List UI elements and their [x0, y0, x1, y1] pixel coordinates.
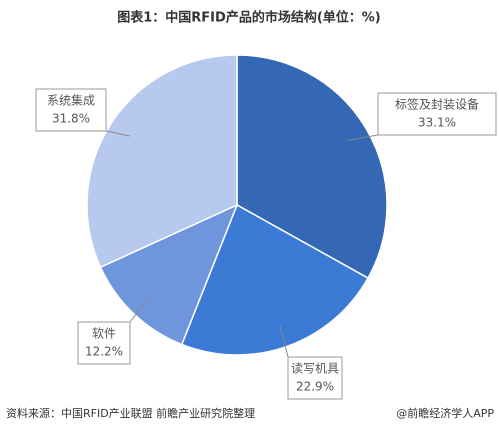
slice-label: 读写机具 [291, 362, 339, 376]
label-box [35, 88, 107, 132]
pie: 标签及封装设备 33.1% 读写机具 22.9% 软件 12.2% 系统集成 31.8% [35, 54, 497, 400]
pie-slice [180, 203, 370, 356]
pie-slice [99, 203, 239, 346]
label-box [377, 92, 497, 136]
leader-line [105, 130, 130, 137]
brand: @前瞻经济学人APP [396, 406, 494, 420]
chart-title: 图表1：中国RFID产品的市场结构(单位：%) [117, 10, 380, 26]
value-label: 31.8% [52, 112, 90, 126]
value-label: 12.2% [85, 345, 123, 359]
pie-slice [236, 54, 388, 280]
value-label: 22.9% [296, 380, 334, 394]
slice-label: 软件 [92, 327, 116, 341]
source-note: 资料来源：中国RFID产业联盟 前瞻产业研究院整理 [6, 406, 255, 420]
label-box [77, 321, 131, 365]
leader-line [279, 324, 289, 358]
leader-line [346, 134, 379, 141]
value-label: 33.1% [418, 116, 456, 130]
slice-label: 系统集成 [47, 93, 95, 108]
label-box [287, 356, 343, 400]
leader-line [129, 297, 150, 323]
slice-label: 标签及封装设备 [395, 97, 479, 112]
pie-slice [86, 54, 238, 269]
